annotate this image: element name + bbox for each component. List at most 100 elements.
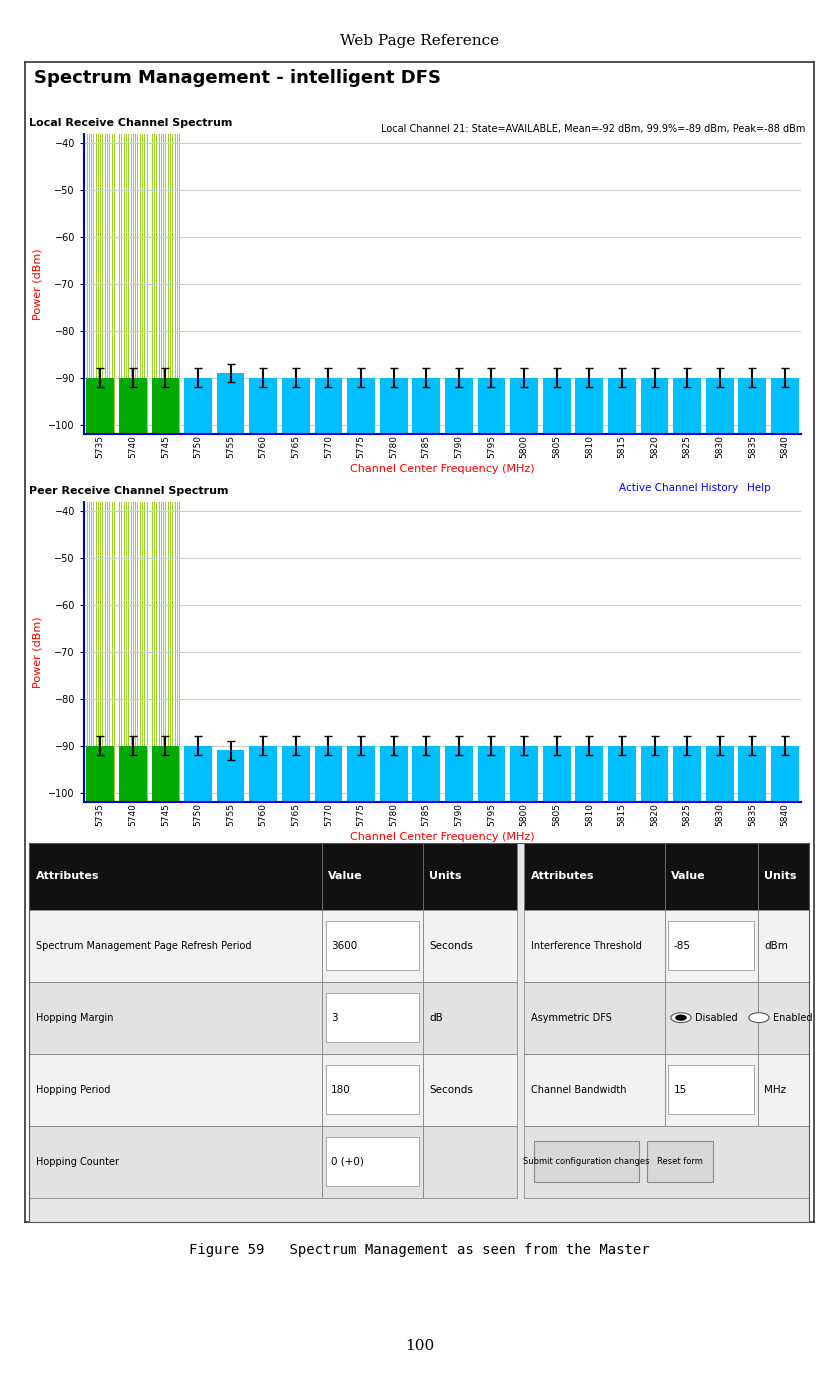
Bar <box>706 378 733 434</box>
Bar <box>543 745 571 802</box>
Bar <box>321 1054 423 1126</box>
Bar <box>380 745 408 802</box>
Text: Attributes: Attributes <box>35 871 99 882</box>
Text: Hopping Period: Hopping Period <box>35 1084 110 1094</box>
Bar <box>758 843 809 909</box>
Bar <box>510 745 538 802</box>
Text: Figure 59   Spectrum Management as seen from the Master: Figure 59 Spectrum Management as seen fr… <box>189 1243 650 1257</box>
Bar <box>524 981 664 1054</box>
Text: 3: 3 <box>331 1013 337 1022</box>
Circle shape <box>748 1013 769 1022</box>
Bar <box>413 378 440 434</box>
Bar <box>380 378 408 434</box>
Circle shape <box>676 1016 686 1020</box>
Bar <box>706 745 733 802</box>
Text: Enabled: Enabled <box>773 1013 812 1022</box>
Bar <box>669 921 754 970</box>
Bar <box>29 1054 321 1126</box>
Bar <box>423 843 517 909</box>
Text: Hopping Margin: Hopping Margin <box>35 1013 113 1022</box>
Text: Peer Receive Channel Spectrum: Peer Receive Channel Spectrum <box>29 486 229 496</box>
Bar <box>524 1126 809 1197</box>
Bar <box>758 909 809 981</box>
Bar <box>524 1054 664 1126</box>
Bar <box>608 745 636 802</box>
X-axis label: Channel Center Frequency (MHz): Channel Center Frequency (MHz) <box>350 832 535 842</box>
Bar <box>216 373 244 434</box>
Text: Asymmetric DFS: Asymmetric DFS <box>530 1013 612 1022</box>
Bar <box>758 1054 809 1126</box>
Text: 0 (+0): 0 (+0) <box>331 1156 364 1167</box>
Bar <box>321 909 423 981</box>
Bar <box>477 378 505 434</box>
Bar <box>216 751 244 802</box>
Text: -85: -85 <box>674 941 691 951</box>
Bar <box>543 378 571 434</box>
Bar <box>524 843 664 909</box>
Bar <box>315 378 342 434</box>
Bar <box>445 745 472 802</box>
Bar <box>664 909 758 981</box>
Bar <box>321 981 423 1054</box>
Text: Help: Help <box>747 484 770 493</box>
Bar <box>282 378 310 434</box>
Bar <box>326 994 420 1042</box>
Bar <box>249 378 277 434</box>
Bar <box>29 909 321 981</box>
Text: Spectrum Management - intelligent DFS: Spectrum Management - intelligent DFS <box>34 69 440 87</box>
Text: MHz: MHz <box>764 1084 786 1094</box>
Bar <box>86 378 114 434</box>
Bar <box>664 843 758 909</box>
Text: 100: 100 <box>405 1339 434 1353</box>
Bar <box>758 981 809 1054</box>
Y-axis label: Power (dBm): Power (dBm) <box>33 616 43 688</box>
Bar <box>86 745 114 802</box>
Text: 15: 15 <box>674 1084 687 1094</box>
Bar <box>445 378 472 434</box>
Bar <box>524 909 664 981</box>
Bar <box>738 745 766 802</box>
Bar <box>423 1126 517 1197</box>
Text: Channel Bandwidth: Channel Bandwidth <box>530 1084 626 1094</box>
Bar <box>423 1054 517 1126</box>
X-axis label: Channel Center Frequency (MHz): Channel Center Frequency (MHz) <box>350 464 535 474</box>
Bar <box>413 745 440 802</box>
Bar <box>641 378 669 434</box>
Bar <box>664 1054 758 1126</box>
Text: Value: Value <box>328 871 362 882</box>
Text: Units: Units <box>430 871 461 882</box>
Bar <box>738 378 766 434</box>
Bar <box>29 981 321 1054</box>
Bar <box>152 745 180 802</box>
Bar <box>29 1126 321 1197</box>
Text: Seconds: Seconds <box>430 941 473 951</box>
Bar <box>152 378 180 434</box>
Bar <box>282 745 310 802</box>
Bar <box>423 909 517 981</box>
Bar <box>326 921 420 970</box>
Y-axis label: Power (dBm): Power (dBm) <box>33 248 43 320</box>
Bar <box>119 745 147 802</box>
Bar <box>669 1065 754 1115</box>
Text: Reset form: Reset form <box>657 1158 703 1166</box>
Bar <box>347 378 375 434</box>
Bar <box>510 378 538 434</box>
Text: Local Receive Channel Spectrum: Local Receive Channel Spectrum <box>29 119 232 128</box>
Text: Local Channel 21: State=AVAILABLE, Mean=-92 dBm, 99.9%=-89 dBm, Peak=-88 dBm: Local Channel 21: State=AVAILABLE, Mean=… <box>381 124 805 134</box>
Text: Seconds: Seconds <box>430 1084 473 1094</box>
Text: Hopping Counter: Hopping Counter <box>35 1156 118 1167</box>
Bar <box>534 1141 638 1182</box>
Bar <box>249 745 277 802</box>
Bar <box>673 378 701 434</box>
Text: Value: Value <box>671 871 706 882</box>
Bar <box>647 1141 713 1182</box>
Bar <box>315 745 342 802</box>
Bar <box>673 745 701 802</box>
Text: Attributes: Attributes <box>530 871 594 882</box>
Text: 3600: 3600 <box>331 941 357 951</box>
Bar <box>477 745 505 802</box>
Bar <box>185 378 212 434</box>
Text: Web Page Reference: Web Page Reference <box>340 34 499 48</box>
Bar <box>347 745 375 802</box>
Bar <box>326 1137 420 1186</box>
